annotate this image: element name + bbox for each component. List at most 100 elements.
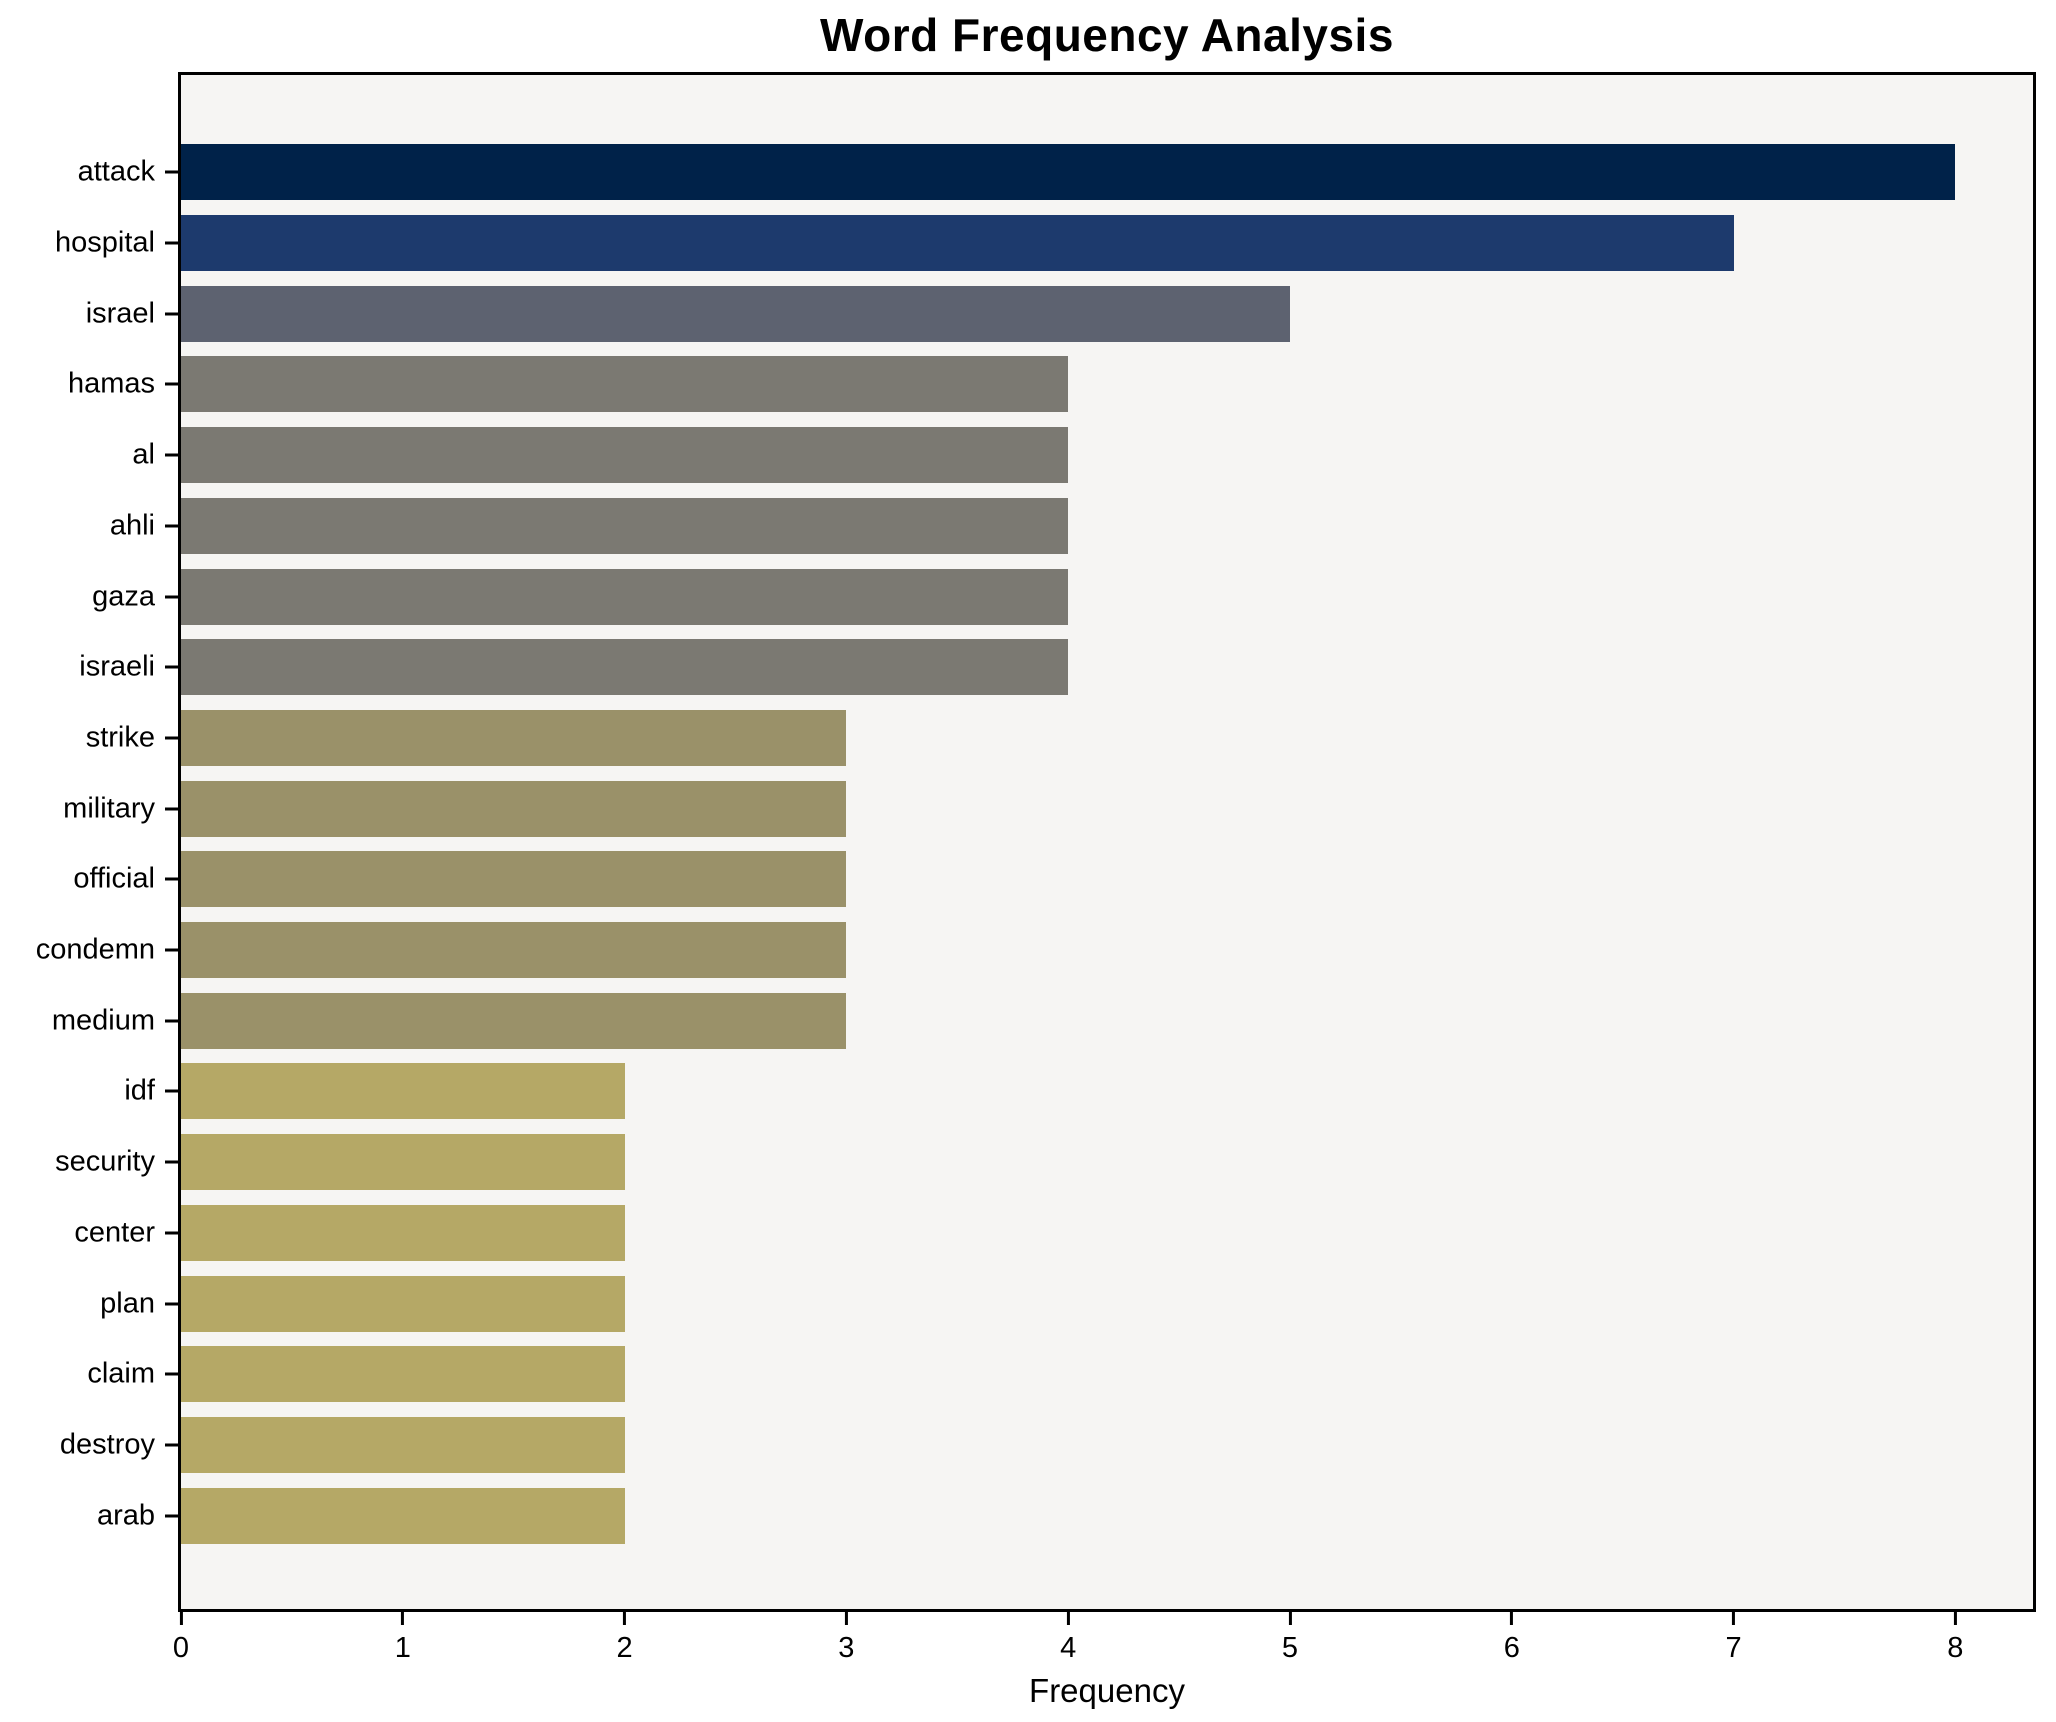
y-tick-mark xyxy=(165,665,178,669)
bar-row: idf xyxy=(124,1056,2033,1127)
y-tick-mark xyxy=(165,524,178,528)
bar xyxy=(181,215,1734,272)
bar xyxy=(181,427,1069,484)
y-tick-mark xyxy=(165,1372,178,1376)
y-tick-mark xyxy=(165,1089,178,1093)
y-tick-label: medium xyxy=(51,1004,155,1037)
y-tick-mark xyxy=(165,1302,178,1306)
bar xyxy=(181,780,847,837)
x-tick-label: 2 xyxy=(616,1632,633,1664)
x-tick-mark xyxy=(844,1612,848,1625)
bar-row: israeli xyxy=(79,632,2033,703)
y-tick-label: strike xyxy=(85,721,155,754)
y-tick-label: al xyxy=(132,438,155,471)
bar-row: condemn xyxy=(36,915,2033,986)
bar xyxy=(181,1134,625,1191)
y-tick-mark xyxy=(165,241,178,245)
x-tick-mark xyxy=(1066,1612,1070,1625)
x-tick-label: 3 xyxy=(838,1632,855,1664)
x-tick-label: 7 xyxy=(1725,1632,1742,1664)
x-tick: 2 xyxy=(617,1612,633,1665)
x-tick-mark xyxy=(1732,1612,1736,1625)
y-tick-label: military xyxy=(63,792,155,825)
bar-row: gaza xyxy=(92,561,2033,632)
y-tick-mark xyxy=(165,453,178,457)
bar-row: center xyxy=(74,1198,2033,1269)
bar xyxy=(181,1346,625,1403)
y-tick-label: arab xyxy=(96,1499,155,1532)
bar xyxy=(181,144,1956,201)
y-tick-mark xyxy=(165,948,178,952)
chart-title: Word Frequency Analysis xyxy=(820,9,1394,61)
x-tick-label: 0 xyxy=(172,1632,190,1664)
y-tick-mark xyxy=(165,170,178,174)
bar xyxy=(181,1275,625,1332)
bar xyxy=(181,497,1069,554)
x-tick: 3 xyxy=(838,1612,854,1665)
y-tick-mark xyxy=(165,595,178,599)
y-tick-label: claim xyxy=(87,1357,155,1390)
bar-row: official xyxy=(73,844,2033,915)
bar-row: arab xyxy=(97,1480,2033,1551)
bar-row: hamas xyxy=(68,349,2033,420)
x-tick-mark xyxy=(179,1612,183,1625)
y-tick-label: israel xyxy=(85,297,155,330)
y-tick-mark xyxy=(165,736,178,740)
bar-series: attack hospital israel hamas al ahli gaza israe… xyxy=(36,75,2033,1609)
bar-row: destroy xyxy=(60,1410,2033,1481)
y-tick-label: condemn xyxy=(35,933,155,966)
y-tick-label: ahli xyxy=(109,509,155,542)
x-tick: 5 xyxy=(1282,1612,1298,1665)
y-tick-mark xyxy=(165,382,178,386)
x-tick: 0 xyxy=(173,1612,189,1665)
x-tick-mark xyxy=(623,1612,627,1625)
y-tick-label: security xyxy=(55,1145,155,1178)
y-tick-mark xyxy=(165,1160,178,1164)
y-tick-label: idf xyxy=(124,1074,155,1107)
x-tick-mark xyxy=(1288,1612,1292,1625)
x-tick: 6 xyxy=(1504,1612,1520,1665)
x-tick: 8 xyxy=(1947,1612,1963,1665)
x-tick: 7 xyxy=(1725,1612,1742,1665)
bar-row: medium xyxy=(52,985,2033,1056)
y-tick-label: israeli xyxy=(79,650,155,683)
x-tick-label: 6 xyxy=(1503,1632,1520,1664)
bar xyxy=(181,639,1069,696)
bar xyxy=(181,356,1069,413)
x-tick-label: 5 xyxy=(1281,1632,1299,1664)
y-tick-mark xyxy=(165,1231,178,1235)
bar-row: ahli xyxy=(110,491,2033,562)
y-tick-label: hospital xyxy=(55,226,155,259)
y-tick-label: official xyxy=(73,862,155,895)
bar xyxy=(181,1417,625,1473)
bar xyxy=(181,992,847,1049)
bar xyxy=(181,709,847,766)
bar xyxy=(181,1204,625,1261)
bar-row: military xyxy=(63,773,2033,844)
x-tick-label: 8 xyxy=(1947,1632,1964,1664)
bar-row: hospital xyxy=(55,208,2033,279)
bar-row: strike xyxy=(86,703,2033,774)
plot-area: attack hospital israel hamas al ahli gaza israe… xyxy=(36,72,2036,1664)
bar-row: plan xyxy=(100,1268,2033,1339)
x-tick-label: 4 xyxy=(1060,1632,1077,1664)
y-tick-mark xyxy=(165,1019,178,1023)
bar-row: claim xyxy=(87,1339,2033,1410)
x-tick: 1 xyxy=(395,1612,411,1665)
y-tick-label: hamas xyxy=(67,367,155,400)
bar-row: attack xyxy=(78,137,2033,208)
bar xyxy=(181,851,847,908)
y-tick-label: center xyxy=(74,1216,155,1249)
y-tick-mark xyxy=(165,312,178,316)
bar xyxy=(181,1063,625,1120)
y-tick-label: gaza xyxy=(92,580,155,613)
y-tick-label: attack xyxy=(77,155,155,188)
y-tick-mark xyxy=(165,1443,178,1447)
bar xyxy=(181,285,1290,342)
x-tick-mark xyxy=(1510,1612,1514,1625)
y-tick-mark xyxy=(165,877,178,881)
x-tick: 4 xyxy=(1060,1612,1076,1665)
x-tick-label: 1 xyxy=(394,1632,411,1664)
bar-row: israel xyxy=(86,278,2033,349)
